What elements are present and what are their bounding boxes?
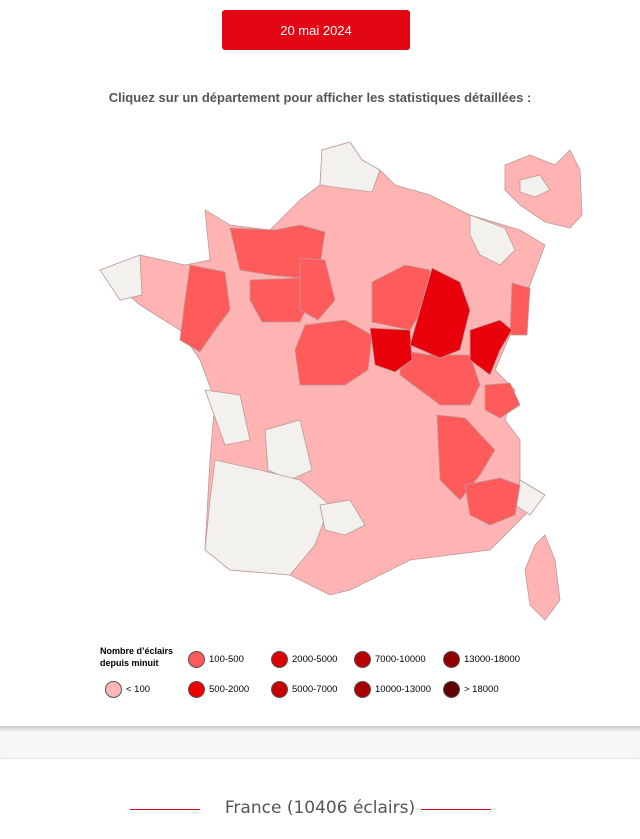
france-summary: France (10406 éclairs) [224, 798, 416, 818]
legend-item: 2000-5000 [271, 651, 337, 668]
legend-label: 7000-10000 [375, 654, 426, 665]
decorative-line-right [421, 809, 491, 810]
department-region[interactable] [469, 319, 513, 376]
department-region[interactable] [294, 319, 373, 386]
legend-swatch [188, 681, 205, 698]
legend-label: 100-500 [209, 654, 244, 665]
department-region[interactable] [299, 257, 336, 321]
legend-swatch [271, 681, 288, 698]
legend-label: 10000-13000 [375, 684, 431, 695]
legend-item: 13000-18000 [443, 651, 520, 668]
legend-item: 10000-13000 [354, 681, 431, 698]
legend-item: 7000-10000 [354, 651, 426, 668]
department-region[interactable] [484, 382, 521, 419]
legend-item: 5000-7000 [271, 681, 337, 698]
legend-swatch [354, 651, 371, 668]
legend-item: > 18000 [443, 681, 499, 698]
legend-title: Nombre d’éclairs depuis minuit [100, 646, 174, 668]
legend-swatch [188, 651, 205, 668]
decorative-line-left [130, 809, 200, 810]
legend-swatch [443, 681, 460, 698]
legend-swatch [443, 651, 460, 668]
department-region[interactable] [509, 282, 531, 336]
department-region[interactable] [369, 327, 413, 373]
legend-label: > 18000 [464, 684, 499, 695]
department-region[interactable] [409, 267, 471, 359]
france-map[interactable] [0, 130, 640, 630]
legend-item: < 100 [105, 681, 150, 698]
legend-swatch [271, 651, 288, 668]
legend-label: 13000-18000 [464, 654, 520, 665]
department-region[interactable] [469, 214, 516, 266]
legend-label: 500-2000 [209, 684, 250, 695]
date-button[interactable]: 20 mai 2024 [222, 10, 410, 50]
legend-swatch [105, 681, 122, 698]
legend-label: 2000-5000 [292, 654, 338, 665]
department-region[interactable] [319, 141, 381, 193]
legend-item: 500-2000 [188, 681, 249, 698]
department-region[interactable] [319, 499, 366, 536]
department-region[interactable] [524, 534, 561, 621]
department-region[interactable] [99, 254, 143, 301]
department-region[interactable] [204, 459, 331, 576]
legend-swatch [354, 681, 371, 698]
department-region[interactable] [264, 419, 313, 481]
legend-item: 100-500 [188, 651, 244, 668]
department-region[interactable] [204, 389, 251, 446]
department-region[interactable] [464, 477, 521, 526]
instruction-text: Cliquez sur un département pour afficher… [108, 90, 532, 105]
legend-label: 5000-7000 [292, 684, 338, 695]
section-separator [0, 726, 640, 759]
department-region[interactable] [519, 174, 551, 198]
department-region[interactable] [436, 414, 496, 501]
department-region[interactable] [179, 264, 231, 353]
legend-label: < 100 [126, 684, 151, 695]
